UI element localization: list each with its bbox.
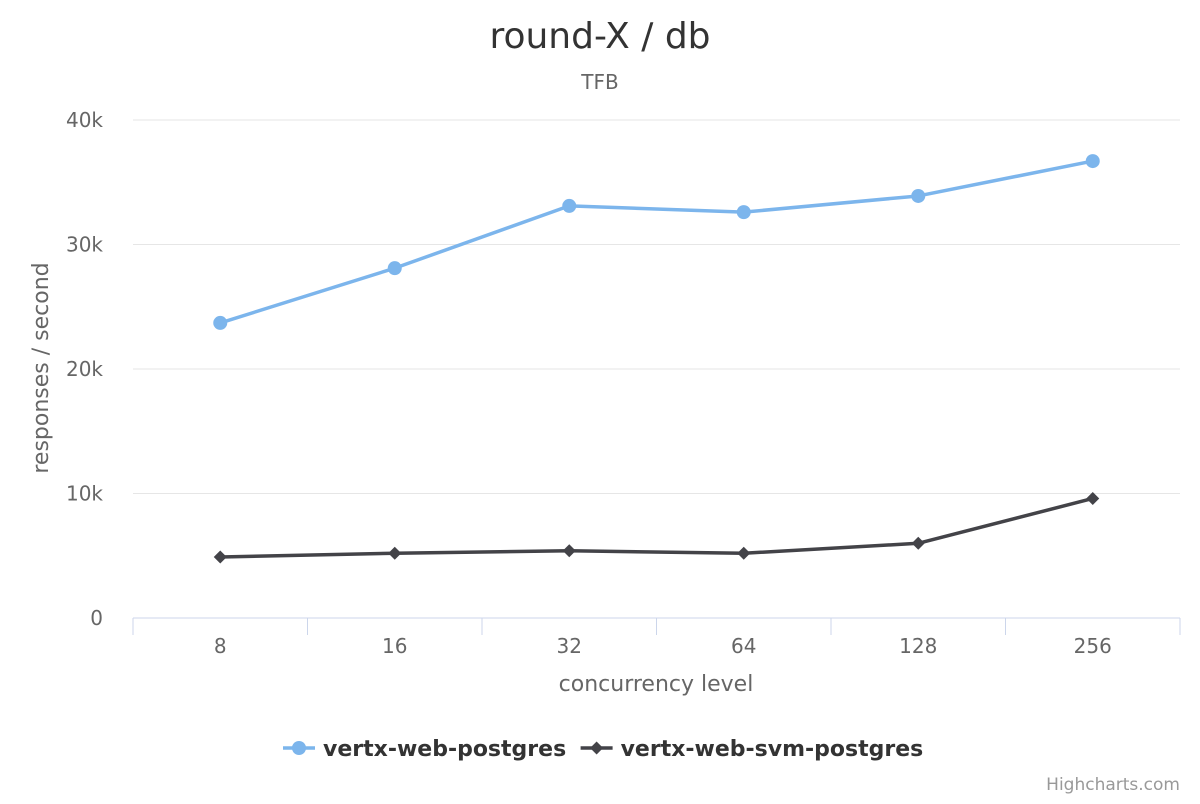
credits-link[interactable]: Highcharts.com [1046, 775, 1180, 795]
data-point [911, 536, 925, 550]
data-point [387, 261, 402, 276]
x-tick-label: 8 [214, 634, 227, 658]
legend-label: vertx-web-svm-postgres [621, 737, 924, 762]
series-2 [213, 491, 1100, 564]
y-tick-label: 40k [66, 108, 103, 132]
series-line [218, 496, 1095, 559]
legend-label: vertx-web-postgres [323, 737, 566, 762]
x-tick-label: 64 [731, 634, 756, 658]
y-tick-label: 20k [66, 357, 103, 381]
chart-title: round-X / db [489, 16, 710, 57]
legend[interactable]: vertx-web-postgres vertx-web-svm-postgres [283, 737, 923, 762]
data-point [562, 544, 576, 558]
y-axis-label: responses / second [29, 262, 54, 473]
x-axis-label: concurrency level [559, 672, 754, 697]
data-point [213, 550, 227, 564]
legend-marker [590, 741, 604, 755]
series-1 [213, 154, 1100, 330]
data-point [388, 546, 402, 560]
data-point [737, 546, 751, 560]
y-tick-label: 10k [66, 482, 103, 506]
y-tick-label: 30k [66, 233, 103, 257]
data-point [1085, 154, 1100, 169]
grid [133, 119, 1180, 494]
series [213, 154, 1100, 564]
legend-item-2[interactable]: vertx-web-svm-postgres [580, 737, 924, 762]
data-point [736, 205, 751, 220]
x-tick-label: 32 [557, 634, 582, 658]
series-line [218, 159, 1095, 325]
axes: 0 10k 20k 30k 40k 8 16 32 64 128 256 [66, 108, 1181, 658]
legend-item-1[interactable]: vertx-web-postgres [283, 737, 566, 762]
data-point [562, 198, 577, 213]
data-point [213, 315, 228, 330]
x-tick-label: 256 [1074, 634, 1112, 658]
data-point [911, 188, 926, 203]
x-tick-label: 16 [382, 634, 407, 658]
chart-subtitle: TFB [580, 70, 618, 94]
x-tick-label: 128 [899, 634, 937, 658]
y-tick-label: 0 [90, 606, 103, 630]
data-point [1086, 491, 1100, 505]
legend-marker [292, 741, 306, 755]
